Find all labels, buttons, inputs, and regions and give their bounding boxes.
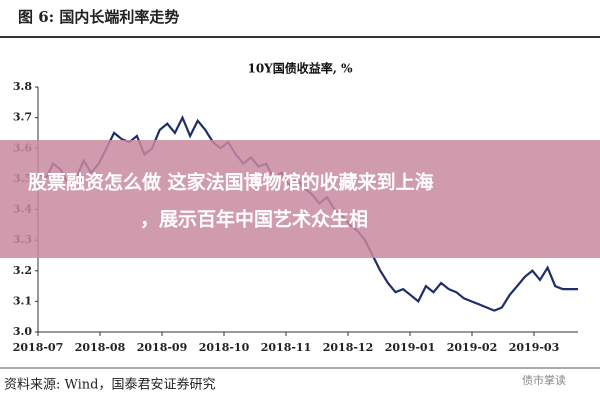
x-tick-label: 2018-08 [75, 341, 126, 354]
banner-line: 股票融资怎么做 这家法国博物馆的收藏来到上海 [28, 171, 434, 194]
header-title: 图 6: 国内长端利率走势 [18, 8, 179, 26]
x-tick-label: 2018-09 [137, 341, 188, 354]
x-tick-label: 2018-10 [199, 341, 250, 354]
x-tick-label: 2019-02 [447, 341, 498, 354]
footer-source: 资料来源: Wind，国泰君安证券研究 [4, 377, 216, 393]
x-tick-label: 2018-12 [323, 341, 374, 354]
x-tick-label: 2019-01 [385, 341, 436, 354]
y-tick-label: 3.0 [13, 325, 32, 338]
chart-title: 10Y国债收益率, % [247, 61, 353, 76]
x-tick-label: 2018-07 [13, 341, 64, 354]
banner [0, 140, 600, 258]
y-tick-label: 3.8 [13, 80, 32, 93]
x-tick-label: 2019-03 [509, 341, 560, 354]
y-tick-label: 3.7 [13, 111, 32, 124]
y-tick-label: 3.1 [13, 294, 32, 307]
x-tick-label: 2018-11 [261, 341, 312, 354]
banner-line: ，展示百年中国艺术众生相 [140, 208, 368, 231]
watermark: 债市掌读 [522, 373, 566, 387]
y-tick-label: 3.2 [13, 264, 32, 277]
